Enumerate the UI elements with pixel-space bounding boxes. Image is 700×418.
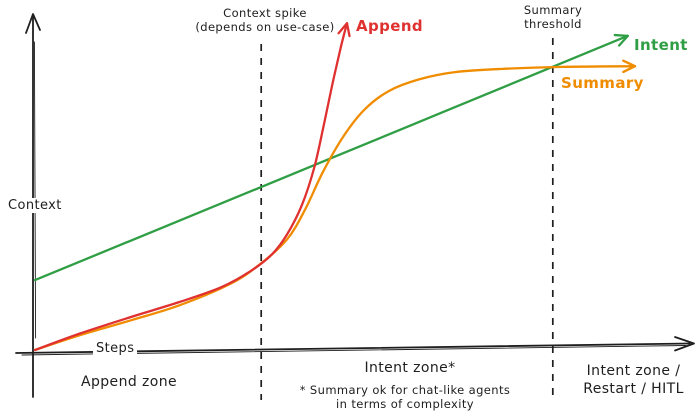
context-spike-line1: Context spike <box>223 6 307 20</box>
summary-series-label: Summary <box>561 74 644 92</box>
summary-threshold-annotation: Summary threshold <box>493 3 613 32</box>
intent-zone-right-line2: Restart / HITL <box>583 380 684 397</box>
summary-threshold-line2: threshold <box>524 16 582 31</box>
footnote-line2: in terms of complexity <box>336 397 474 412</box>
y-axis-second-stroke <box>33 41 37 339</box>
context-spike-annotation: Context spike (depends on use-case) <box>165 6 365 35</box>
summary-threshold-line1: Summary <box>523 3 583 17</box>
summary-arrowhead <box>622 59 637 74</box>
series-layer <box>33 22 637 400</box>
context-spike-line2: (depends on use-case) <box>195 19 335 34</box>
intent-zone-right-line1: Intent zone / <box>586 363 681 379</box>
footnote-line1: * Summary ok for chat-like agents <box>299 383 511 397</box>
append-arrowhead <box>337 22 351 38</box>
x-axis-arrowhead <box>674 336 695 352</box>
y-axis-arrowhead <box>25 13 41 34</box>
intent-series-label: Intent <box>634 36 688 54</box>
append-curve <box>33 22 349 352</box>
intent-arrowhead <box>613 33 629 47</box>
intent-zone-label: Intent zone* <box>364 360 456 376</box>
axes <box>15 13 695 398</box>
footnote: * Summary ok for chat-like agents in ter… <box>280 383 530 412</box>
intent-zone-right-label: Intent zone / Restart / HITL <box>561 363 700 398</box>
append-zone-label: Append zone <box>81 374 177 390</box>
append-series-label: Append <box>356 17 424 35</box>
summary-curve <box>33 65 637 352</box>
x-axis-label: Steps <box>93 341 138 356</box>
y-axis-label: Context <box>5 198 65 213</box>
